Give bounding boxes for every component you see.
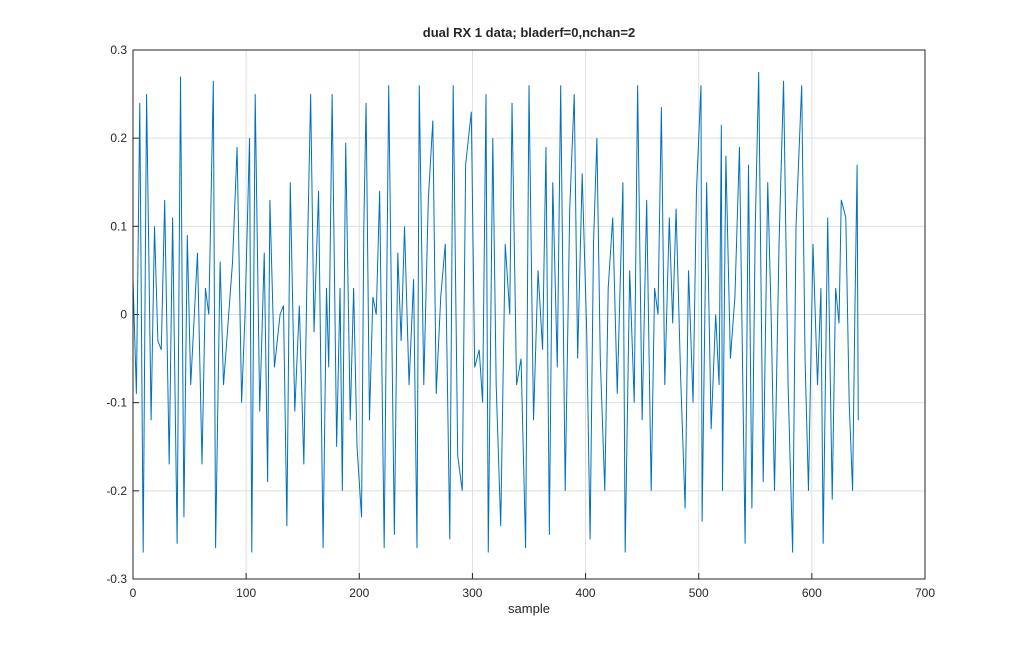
y-tick-label: -0.1 xyxy=(106,396,127,410)
x-tick-label: 600 xyxy=(802,586,822,600)
x-tick-label: 500 xyxy=(689,586,709,600)
data-line xyxy=(132,72,859,553)
y-tick-label: 0 xyxy=(120,308,127,322)
y-tick-label: -0.2 xyxy=(106,484,127,498)
x-tick-label: 400 xyxy=(576,586,596,600)
x-tick-label: 300 xyxy=(462,586,482,600)
y-tick-label: 0.3 xyxy=(110,43,127,57)
x-tick-label: 0 xyxy=(130,586,137,600)
x-axis-label: sample xyxy=(508,601,550,616)
x-tick-label: 700 xyxy=(915,586,935,600)
y-tick-label: 0.2 xyxy=(110,131,127,145)
x-tick-label: 200 xyxy=(349,586,369,600)
x-tick-label: 100 xyxy=(236,586,256,600)
axes-box xyxy=(132,49,926,580)
y-tick-label: 0.1 xyxy=(110,219,127,233)
chart-title: dual RX 1 data; bladerf=0,nchan=2 xyxy=(423,25,635,40)
y-tick-label: -0.3 xyxy=(106,572,127,586)
